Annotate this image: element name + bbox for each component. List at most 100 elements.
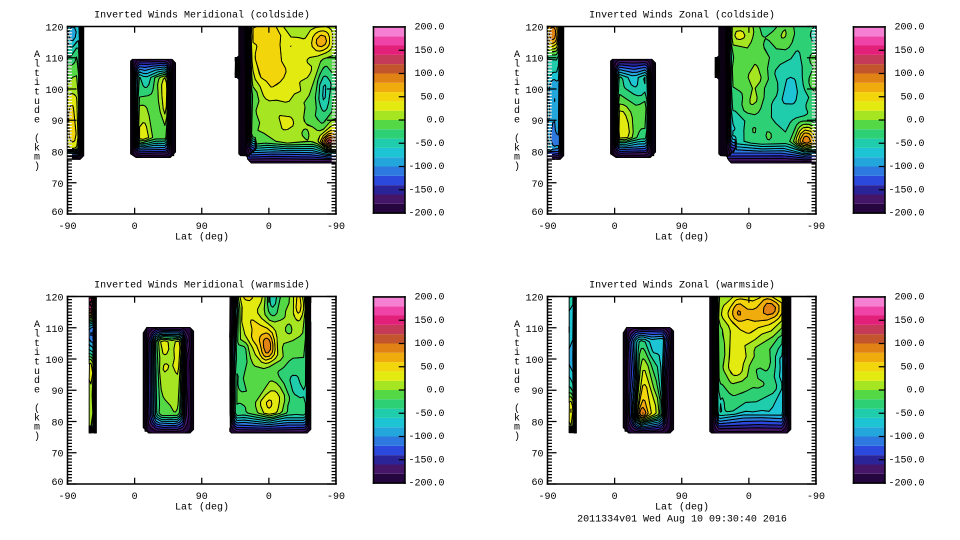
svg-text:0: 0	[266, 221, 272, 232]
svg-text:i: i	[34, 77, 40, 88]
svg-text:Lat (deg): Lat (deg)	[655, 232, 709, 243]
svg-text:90: 90	[196, 491, 208, 502]
svg-text:70: 70	[532, 449, 544, 460]
svg-text:90: 90	[676, 221, 688, 232]
svg-text:t: t	[34, 338, 40, 349]
svg-text:A: A	[34, 49, 40, 60]
svg-text:100.0: 100.0	[415, 68, 445, 79]
svg-text:e: e	[34, 114, 40, 125]
svg-text:k: k	[34, 412, 40, 423]
svg-text:(: (	[514, 403, 520, 414]
svg-text:-90: -90	[807, 491, 825, 502]
svg-text:0: 0	[132, 221, 138, 232]
svg-text:u: u	[514, 366, 520, 377]
svg-text:0: 0	[746, 491, 752, 502]
svg-text:A: A	[514, 319, 520, 330]
svg-text:m: m	[514, 422, 520, 433]
svg-text:70: 70	[532, 179, 544, 190]
svg-text:90: 90	[532, 116, 544, 127]
svg-text:-200.0: -200.0	[409, 478, 445, 489]
svg-text:-90: -90	[59, 221, 77, 232]
svg-text:120: 120	[526, 293, 544, 304]
svg-text:l: l	[514, 328, 520, 339]
svg-text:-200.0: -200.0	[889, 208, 925, 219]
svg-text:100: 100	[526, 355, 544, 366]
svg-text:d: d	[514, 375, 520, 386]
svg-text:d: d	[514, 105, 520, 116]
svg-text:200.0: 200.0	[895, 292, 925, 303]
svg-text:50.0: 50.0	[901, 91, 925, 102]
svg-text:-200.0: -200.0	[889, 478, 925, 489]
svg-text:l: l	[34, 328, 40, 339]
svg-text:-50.0: -50.0	[415, 138, 445, 149]
svg-text:e: e	[514, 384, 520, 395]
svg-text:90: 90	[52, 116, 64, 127]
svg-text:150.0: 150.0	[895, 315, 925, 326]
svg-text:t: t	[514, 338, 520, 349]
svg-text:t: t	[34, 68, 40, 79]
svg-text:t: t	[34, 356, 40, 367]
svg-text:l: l	[34, 58, 40, 69]
svg-text:0: 0	[612, 491, 618, 502]
svg-text:): )	[34, 431, 40, 442]
svg-text:-50.0: -50.0	[895, 138, 925, 149]
svg-text:90: 90	[52, 386, 64, 397]
svg-text:60: 60	[532, 477, 544, 488]
svg-text:Inverted Winds Meridional (col: Inverted Winds Meridional (coldside)	[94, 10, 310, 21]
svg-text:i: i	[514, 347, 520, 358]
svg-text:70: 70	[52, 449, 64, 460]
svg-text:90: 90	[676, 491, 688, 502]
svg-text:e: e	[34, 384, 40, 395]
svg-text:e: e	[514, 114, 520, 125]
svg-text:t: t	[514, 68, 520, 79]
svg-text:): )	[514, 161, 520, 172]
svg-text:-150.0: -150.0	[409, 454, 445, 465]
svg-text:u: u	[34, 366, 40, 377]
svg-text:0: 0	[266, 491, 272, 502]
svg-text:k: k	[514, 412, 520, 423]
svg-text:-50.0: -50.0	[415, 408, 445, 419]
svg-text:100: 100	[46, 85, 64, 96]
svg-text:u: u	[514, 96, 520, 107]
svg-text:-150.0: -150.0	[409, 184, 445, 195]
svg-text:200.0: 200.0	[895, 22, 925, 33]
svg-text:i: i	[34, 347, 40, 358]
svg-text:-90: -90	[807, 221, 825, 232]
svg-text:80: 80	[52, 417, 64, 428]
svg-text:80: 80	[532, 148, 544, 159]
svg-text:0: 0	[132, 491, 138, 502]
svg-text:Lat (deg): Lat (deg)	[655, 502, 709, 513]
svg-text:-100.0: -100.0	[889, 431, 925, 442]
svg-text:100.0: 100.0	[895, 68, 925, 79]
svg-text:-90: -90	[327, 491, 345, 502]
svg-text:100.0: 100.0	[895, 338, 925, 349]
svg-text:m: m	[34, 422, 40, 433]
svg-text:l: l	[514, 58, 520, 69]
svg-text:0.0: 0.0	[907, 115, 925, 126]
svg-text:m: m	[514, 152, 520, 163]
svg-text:Inverted Winds Meridional (war: Inverted Winds Meridional (warmside)	[94, 280, 310, 291]
svg-text:110: 110	[46, 324, 64, 335]
svg-text:A: A	[34, 319, 40, 330]
svg-text:50.0: 50.0	[421, 91, 445, 102]
svg-text:): )	[514, 431, 520, 442]
svg-text:200.0: 200.0	[415, 292, 445, 303]
svg-text:2011334v01 Wed Aug 10 09:30:40: 2011334v01 Wed Aug 10 09:30:40 2016	[577, 514, 787, 525]
svg-text:100: 100	[46, 355, 64, 366]
svg-text:70: 70	[52, 179, 64, 190]
svg-text:60: 60	[532, 207, 544, 218]
svg-text:-100.0: -100.0	[409, 431, 445, 442]
svg-text:-90: -90	[539, 491, 557, 502]
svg-text:-90: -90	[327, 221, 345, 232]
svg-text:100: 100	[526, 85, 544, 96]
svg-text:(: (	[34, 403, 40, 414]
svg-text:200.0: 200.0	[415, 22, 445, 33]
svg-text:Lat (deg): Lat (deg)	[175, 232, 229, 243]
svg-text:d: d	[34, 105, 40, 116]
svg-text:-100.0: -100.0	[889, 161, 925, 172]
svg-text:t: t	[514, 86, 520, 97]
svg-text:k: k	[514, 142, 520, 153]
svg-text:60: 60	[52, 207, 64, 218]
svg-text:Inverted Winds Zonal (warmside: Inverted Winds Zonal (warmside)	[589, 280, 775, 291]
svg-text:t: t	[34, 86, 40, 97]
